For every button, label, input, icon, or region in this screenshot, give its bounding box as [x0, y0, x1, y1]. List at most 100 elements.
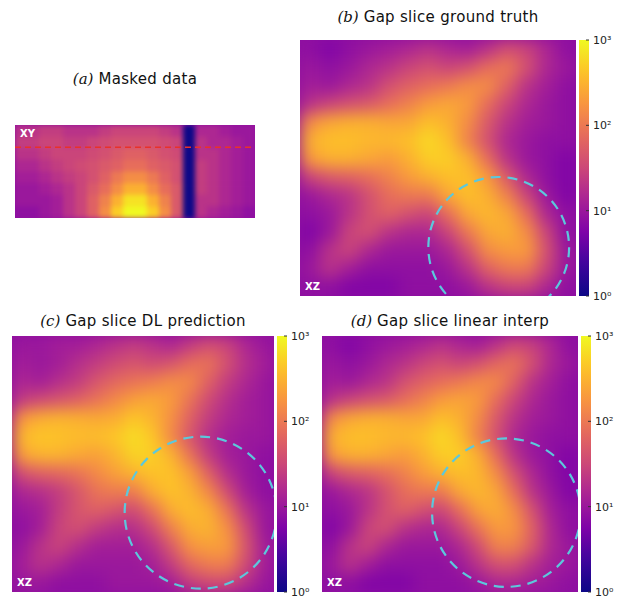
cell [87, 125, 100, 137]
cell [31, 336, 50, 355]
cell [39, 206, 52, 218]
panel-title: (a)Masked data [73, 70, 197, 88]
cell [219, 125, 232, 137]
cell [218, 336, 237, 355]
cell [320, 186, 340, 205]
cell [322, 501, 341, 520]
cell [218, 409, 237, 428]
cell [537, 241, 557, 260]
cell [171, 195, 184, 207]
cell [195, 160, 208, 172]
cell [183, 125, 196, 137]
cell [99, 160, 112, 172]
cell [135, 195, 148, 207]
plot-area [15, 125, 255, 218]
cell [231, 148, 244, 160]
cell [243, 195, 255, 207]
cell [340, 519, 359, 538]
cell [159, 172, 172, 184]
cell [39, 125, 52, 137]
cell [379, 241, 399, 260]
plot-area [12, 336, 274, 592]
cell [517, 205, 537, 224]
cell [199, 391, 218, 410]
cell [541, 409, 560, 428]
cell [106, 519, 125, 538]
cbar-tick [586, 210, 589, 211]
cell [87, 172, 100, 184]
cell [497, 241, 517, 260]
cell [207, 148, 220, 160]
cbar-tick [588, 506, 591, 507]
cell [162, 555, 181, 574]
cell [541, 427, 560, 446]
cell [135, 206, 148, 218]
cell [438, 58, 458, 77]
cell [477, 113, 497, 132]
cell [87, 206, 100, 218]
cell [180, 373, 199, 392]
cell [255, 427, 274, 446]
cell [106, 501, 125, 520]
cell [395, 555, 414, 574]
cell [505, 373, 524, 392]
cell [143, 354, 162, 373]
cell [477, 58, 497, 77]
cell [31, 409, 50, 428]
cell [468, 409, 487, 428]
cell [517, 58, 537, 77]
cell [162, 409, 181, 428]
cell [180, 336, 199, 355]
cell [68, 574, 87, 592]
cell [477, 223, 497, 242]
cell [12, 409, 31, 428]
cell [68, 391, 87, 410]
cell [320, 223, 340, 242]
cbar-tick [588, 592, 591, 593]
cell [143, 427, 162, 446]
cell [556, 131, 576, 150]
cell [111, 195, 124, 207]
cell [243, 160, 255, 172]
cell [458, 95, 478, 114]
cell [180, 464, 199, 483]
cell [237, 555, 256, 574]
cell [413, 519, 432, 538]
cell [300, 168, 320, 187]
cell [359, 464, 378, 483]
cell [237, 501, 256, 520]
cell [359, 427, 378, 446]
cell [541, 446, 560, 465]
cell [450, 482, 469, 501]
cell [497, 223, 517, 242]
cell [541, 391, 560, 410]
cell [523, 446, 542, 465]
cell [218, 537, 237, 556]
cell [379, 95, 399, 114]
cell [379, 131, 399, 150]
cell [63, 195, 76, 207]
cell [505, 519, 524, 538]
cell [413, 501, 432, 520]
cell [63, 125, 76, 137]
cell [99, 172, 112, 184]
cell [450, 354, 469, 373]
cell [432, 501, 451, 520]
cell [87, 519, 106, 538]
cell [124, 354, 143, 373]
cell [556, 95, 576, 114]
cell [87, 555, 106, 574]
cell [450, 501, 469, 520]
cell [12, 574, 31, 592]
cell [523, 354, 542, 373]
cell [231, 172, 244, 184]
cell [87, 574, 106, 592]
cell [377, 409, 396, 428]
cell [12, 373, 31, 392]
cell [468, 336, 487, 355]
cell [379, 168, 399, 187]
cell [339, 113, 359, 132]
cell [320, 150, 340, 169]
cell [413, 409, 432, 428]
cell [180, 391, 199, 410]
